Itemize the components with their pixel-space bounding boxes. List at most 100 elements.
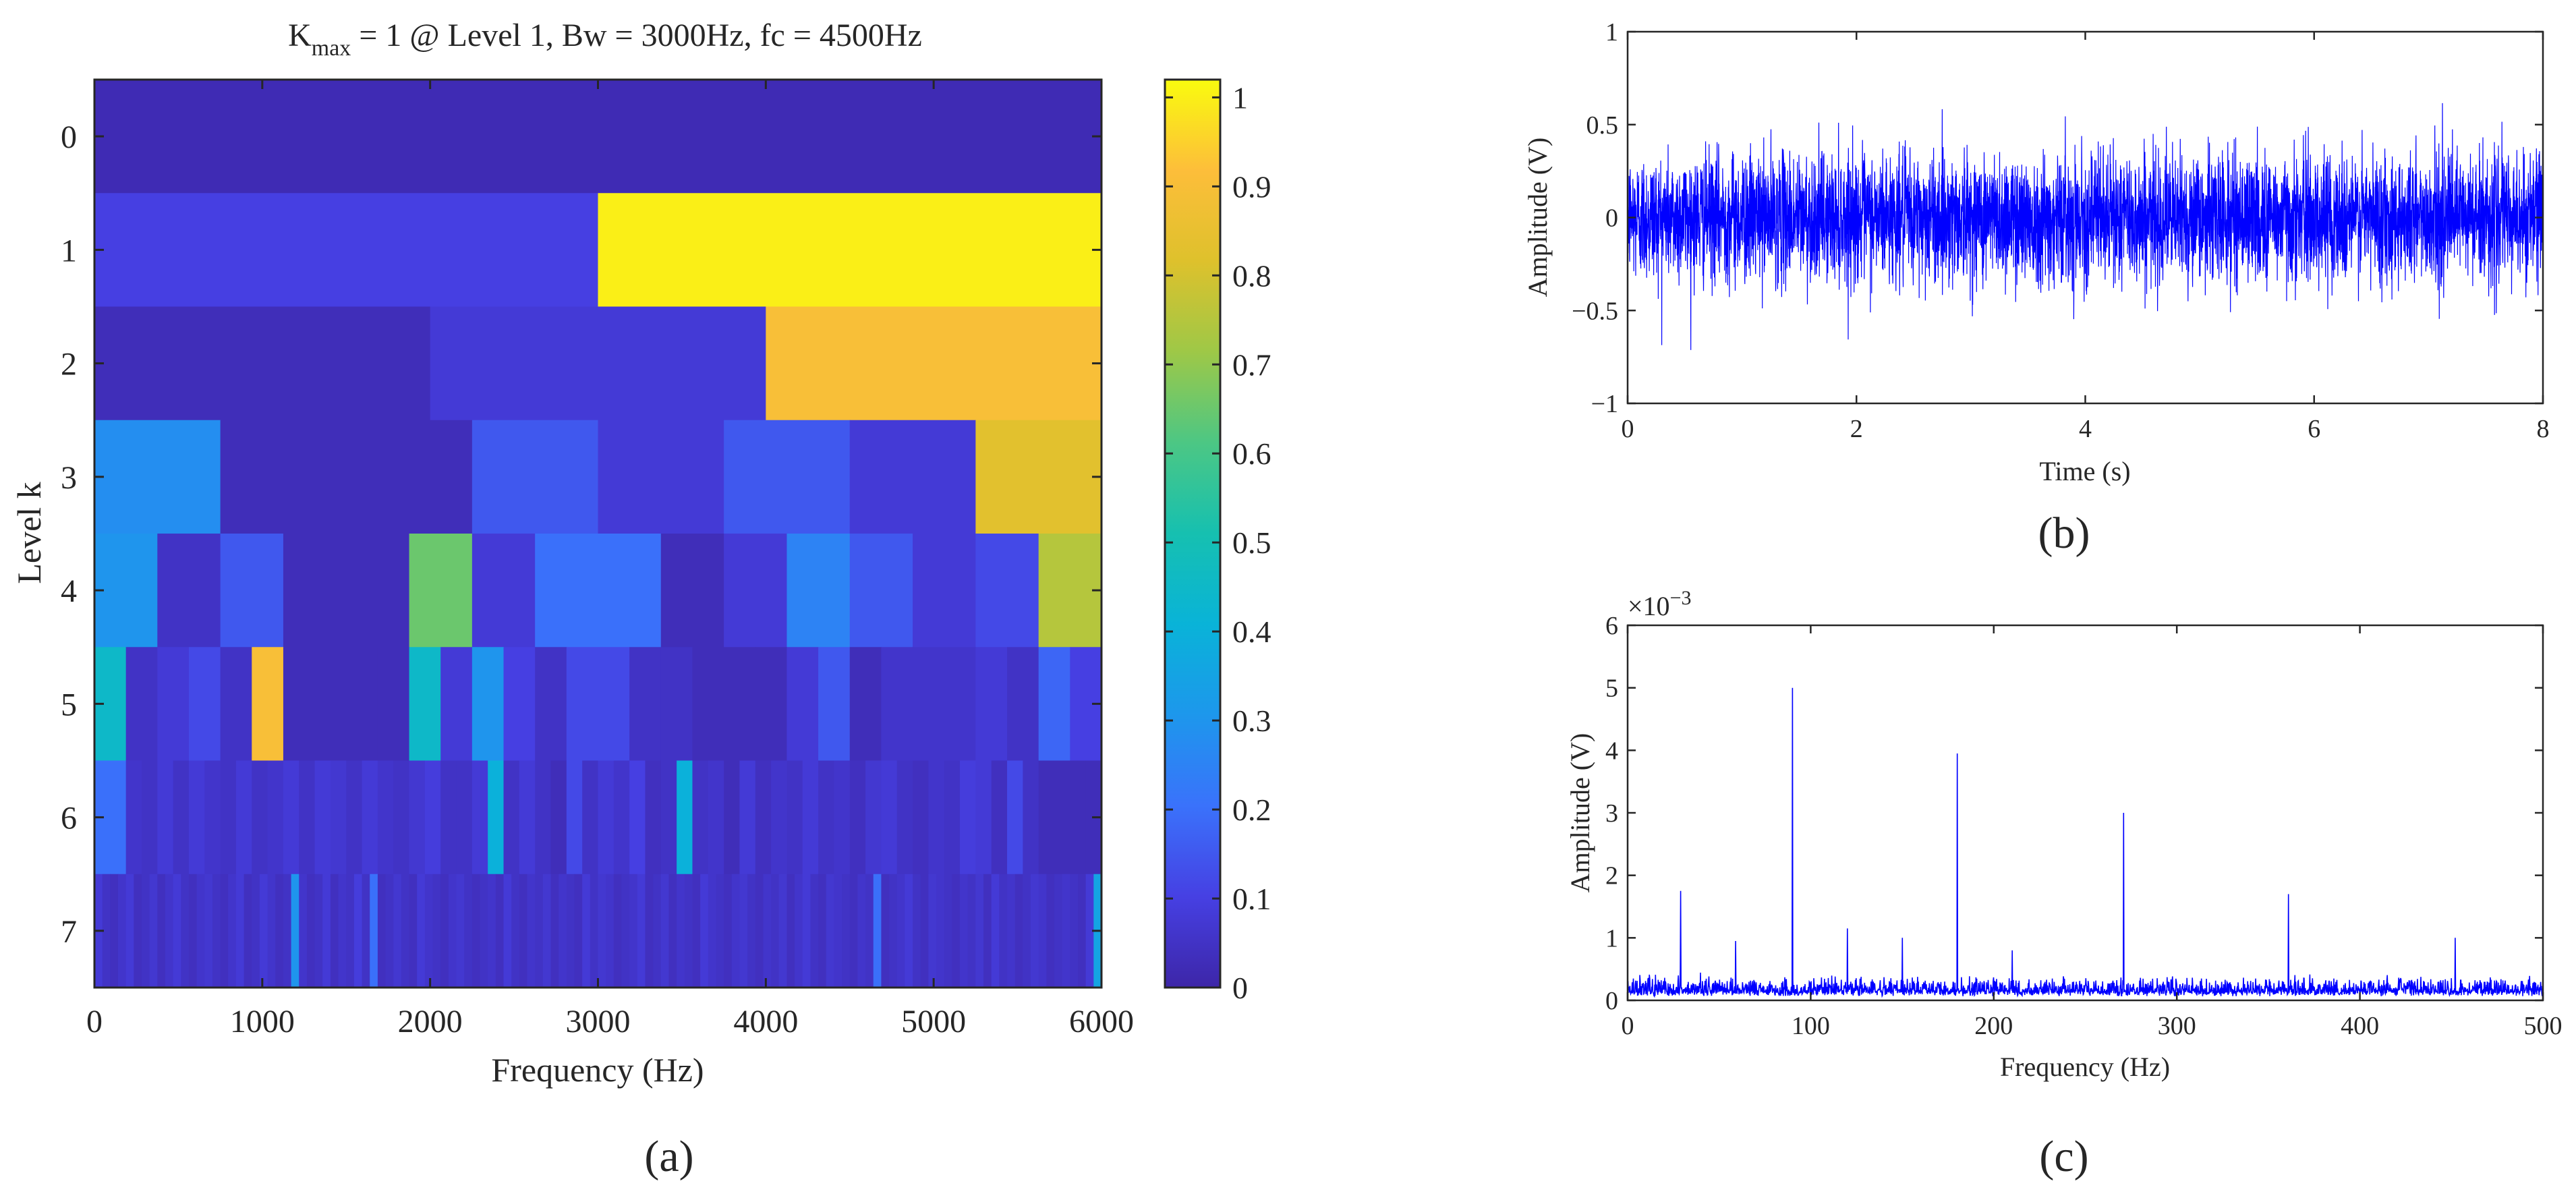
panel-a-xlabel: Frequency (Hz) bbox=[491, 1051, 704, 1089]
heatmap-cell bbox=[896, 874, 905, 988]
heatmap-cell bbox=[220, 534, 284, 648]
heatmap-cell bbox=[999, 874, 1008, 988]
heatmap-cell bbox=[857, 874, 866, 988]
heatmap-cell bbox=[252, 874, 260, 988]
heatmap-cell bbox=[842, 874, 851, 988]
panel-c-exponent-power: −3 bbox=[1670, 587, 1692, 609]
signal-series-line bbox=[1627, 103, 2544, 350]
heatmap-cell bbox=[157, 874, 166, 988]
heatmap-cell bbox=[881, 874, 890, 988]
heatmap-cell bbox=[165, 874, 174, 988]
heatmap-cell bbox=[724, 874, 733, 988]
heatmap-cell bbox=[1038, 647, 1070, 762]
heatmap-cell bbox=[786, 760, 803, 875]
panel-a-heatmap-cells bbox=[94, 80, 1102, 988]
panel-c-x-ticks: 0 100 200 300 400 500 bbox=[1622, 625, 2563, 1040]
heatmap-cell bbox=[896, 760, 913, 875]
y-tick-label: 0 bbox=[1605, 204, 1618, 233]
heatmap-cell bbox=[747, 874, 756, 988]
y-tick-label: −0.5 bbox=[1572, 297, 1618, 325]
heatmap-cell bbox=[550, 760, 567, 875]
y-tick-label: 2 bbox=[1605, 862, 1618, 890]
heatmap-cell bbox=[692, 874, 701, 988]
panel-a-title-sub: max bbox=[312, 36, 351, 61]
heatmap-cell bbox=[684, 874, 693, 988]
heatmap-cell bbox=[125, 647, 158, 762]
panel-b-ylabel: Amplitude (V) bbox=[1522, 138, 1553, 297]
heatmap-cell bbox=[519, 874, 528, 988]
heatmap-cell bbox=[629, 874, 638, 988]
heatmap-cell bbox=[818, 760, 835, 875]
heatmap-cell bbox=[1054, 760, 1070, 875]
heatmap-cell bbox=[299, 874, 308, 988]
heatmap-cell bbox=[881, 647, 913, 762]
x-tick-label: 8 bbox=[2537, 415, 2550, 443]
heatmap-cell bbox=[1023, 874, 1031, 988]
heatmap-cell bbox=[456, 874, 465, 988]
x-tick-label: 2000 bbox=[398, 1004, 463, 1039]
heatmap-cell bbox=[660, 534, 724, 648]
heatmap-cell bbox=[739, 760, 756, 875]
colorbar-tick-label: 0.3 bbox=[1232, 704, 1271, 738]
y-tick-label: 1 bbox=[61, 233, 77, 268]
heatmap-cell bbox=[432, 874, 441, 988]
y-tick-label: 0 bbox=[61, 119, 77, 155]
colorbar-tick-label: 0.9 bbox=[1232, 169, 1271, 204]
heatmap-cell bbox=[471, 760, 488, 875]
heatmap-cell bbox=[881, 760, 898, 875]
heatmap-cell bbox=[102, 874, 111, 988]
heatmap-cell bbox=[330, 874, 339, 988]
heatmap-cell bbox=[645, 760, 662, 875]
heatmap-cell bbox=[724, 647, 756, 762]
heatmap-cell bbox=[913, 647, 945, 762]
heatmap-cell bbox=[724, 534, 788, 648]
heatmap-cell bbox=[291, 874, 299, 988]
colorbar-tick-label: 0.4 bbox=[1232, 615, 1271, 649]
heatmap-cell bbox=[542, 874, 552, 988]
heatmap-cell bbox=[724, 760, 741, 875]
heatmap-cell bbox=[606, 874, 614, 988]
y-tick-label: 3 bbox=[1605, 799, 1618, 828]
heatmap-cell bbox=[125, 760, 142, 875]
heatmap-cell bbox=[975, 760, 992, 875]
heatmap-cell bbox=[267, 874, 276, 988]
heatmap-cell bbox=[834, 874, 842, 988]
y-tick-label: 4 bbox=[61, 573, 77, 609]
heatmap-cell bbox=[716, 874, 724, 988]
heatmap-cell bbox=[566, 760, 583, 875]
x-tick-label: 0 bbox=[1622, 415, 1634, 443]
heatmap-cell bbox=[220, 647, 252, 762]
heatmap-cell bbox=[598, 420, 724, 534]
heatmap-cell bbox=[1023, 760, 1039, 875]
heatmap-cell bbox=[1070, 760, 1087, 875]
heatmap-cell bbox=[677, 874, 685, 988]
heatmap-cell bbox=[173, 874, 181, 988]
x-tick-label: 400 bbox=[2341, 1012, 2379, 1040]
colorbar-tick-label: 1 bbox=[1232, 80, 1248, 115]
panel-c-exponent-base: ×10 bbox=[1628, 591, 1670, 621]
heatmap-cell bbox=[503, 874, 512, 988]
heatmap-cell bbox=[252, 760, 268, 875]
heatmap-cell bbox=[755, 874, 764, 988]
heatmap-cell bbox=[928, 760, 945, 875]
heatmap-cell bbox=[1038, 534, 1102, 648]
heatmap-cell bbox=[157, 534, 221, 648]
heatmap-cell bbox=[417, 874, 426, 988]
heatmap-cell bbox=[582, 760, 599, 875]
heatmap-cell bbox=[188, 874, 198, 988]
panel-b-x-ticks: 0 2 4 6 8 bbox=[1622, 32, 2550, 443]
heatmap-cell bbox=[283, 647, 316, 762]
heatmap-cell bbox=[920, 874, 929, 988]
heatmap-cell bbox=[110, 874, 119, 988]
heatmap-cell bbox=[889, 874, 898, 988]
x-tick-label: 0 bbox=[86, 1004, 103, 1039]
heatmap-cell bbox=[346, 420, 473, 534]
panel-a-title: Kmax = 1 @ Level 1, Bw = 3000Hz, fc = 45… bbox=[288, 18, 922, 61]
heatmap-cell bbox=[440, 647, 473, 762]
heatmap-cell bbox=[125, 874, 134, 988]
heatmap-cell bbox=[471, 534, 536, 648]
heatmap-cell bbox=[975, 647, 1008, 762]
heatmap-cell bbox=[952, 874, 961, 988]
heatmap-cell bbox=[598, 760, 614, 875]
heatmap-cell bbox=[590, 874, 599, 988]
